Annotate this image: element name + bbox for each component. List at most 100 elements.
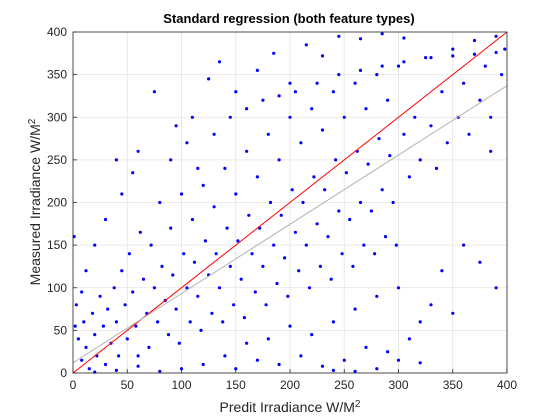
data-point: [131, 171, 135, 175]
data-point: [266, 337, 270, 341]
data-point: [255, 358, 259, 362]
data-point: [364, 345, 368, 349]
data-point: [396, 358, 401, 362]
data-point: [304, 43, 308, 47]
data-point: [351, 264, 355, 268]
data-point: [196, 294, 200, 298]
data-point: [467, 132, 471, 136]
y-tick-label: 350: [47, 68, 67, 82]
data-point: [223, 354, 227, 358]
data-point: [288, 81, 292, 85]
data-point: [127, 252, 131, 256]
data-point: [462, 81, 466, 85]
data-point: [169, 158, 173, 162]
data-point: [114, 158, 118, 162]
data-point: [174, 307, 178, 311]
data-point: [147, 345, 151, 349]
data-point: [445, 141, 449, 145]
data-point: [84, 345, 88, 349]
data-point: [402, 132, 406, 136]
data-point: [396, 286, 401, 290]
data-point: [323, 188, 327, 192]
data-point: [402, 60, 406, 64]
data-point: [234, 192, 238, 196]
data-point: [451, 54, 455, 58]
data-point: [318, 264, 322, 268]
data-point: [478, 98, 482, 102]
data-point: [402, 36, 406, 40]
data-point: [87, 367, 91, 371]
data-point: [373, 252, 377, 256]
x-tick-label: 350: [443, 378, 463, 392]
data-point: [136, 149, 140, 153]
data-point: [315, 81, 319, 85]
data-point: [380, 188, 384, 192]
data-point: [279, 213, 283, 217]
data-point: [134, 324, 138, 328]
data-point: [358, 37, 363, 41]
data-point: [375, 73, 379, 77]
data-point: [394, 243, 398, 247]
data-point: [234, 90, 238, 94]
data-point: [80, 358, 84, 362]
chart-title: Standard regression (both feature types): [163, 11, 414, 26]
x-tick-label: 50: [121, 378, 135, 392]
data-point: [179, 192, 184, 196]
y-axis-label: Measured Irradiance W/M2: [27, 118, 43, 285]
y-tick-label: 200: [47, 196, 67, 210]
data-point: [234, 367, 238, 371]
x-axis-label-text: Predit Irradiance W/M: [220, 399, 355, 415]
data-point: [103, 217, 108, 222]
data-point: [440, 90, 444, 94]
data-point: [396, 64, 401, 68]
y-tick-label: 250: [47, 153, 67, 167]
y-tick-label: 400: [47, 25, 67, 39]
data-point: [177, 341, 181, 345]
data-point: [136, 364, 140, 368]
data-point: [74, 303, 78, 307]
data-point: [179, 367, 184, 371]
data-point: [98, 294, 102, 298]
data-point: [158, 369, 162, 373]
y-tick-label: 0: [60, 366, 67, 380]
data-point: [407, 175, 411, 179]
y-tick-label: 300: [47, 110, 67, 124]
data-point: [344, 171, 348, 175]
data-point: [166, 333, 171, 337]
data-point: [190, 115, 194, 119]
y-axis-label-superscript: 2: [27, 118, 38, 124]
fit-lines: [72, 31, 508, 374]
data-point: [239, 277, 243, 281]
x-tick-label: 100: [171, 378, 191, 392]
data-point: [391, 200, 395, 205]
data-point: [223, 166, 227, 170]
data-point: [340, 252, 344, 256]
data-point: [362, 243, 366, 247]
data-point: [315, 222, 319, 226]
data-point: [84, 269, 88, 273]
data-point: [288, 115, 292, 119]
data-point: [494, 34, 498, 38]
data-point: [245, 107, 249, 111]
data-point: [210, 311, 214, 315]
data-point: [228, 115, 232, 119]
data-point: [337, 34, 341, 38]
data-point: [500, 73, 504, 77]
data-point: [451, 311, 455, 315]
data-point: [366, 162, 370, 166]
data-point: [429, 124, 433, 128]
data-point: [131, 290, 135, 294]
data-point: [413, 115, 417, 119]
data-point: [190, 217, 194, 222]
data-point: [451, 47, 455, 51]
data-point: [196, 166, 200, 170]
data-point: [275, 281, 279, 286]
data-point: [307, 286, 312, 290]
data-point: [288, 324, 292, 328]
data-point: [472, 38, 477, 43]
data-point: [90, 311, 95, 315]
y-tick-label: 50: [54, 323, 68, 337]
data-point: [272, 243, 276, 247]
data-point: [171, 273, 175, 277]
data-point: [221, 320, 225, 324]
